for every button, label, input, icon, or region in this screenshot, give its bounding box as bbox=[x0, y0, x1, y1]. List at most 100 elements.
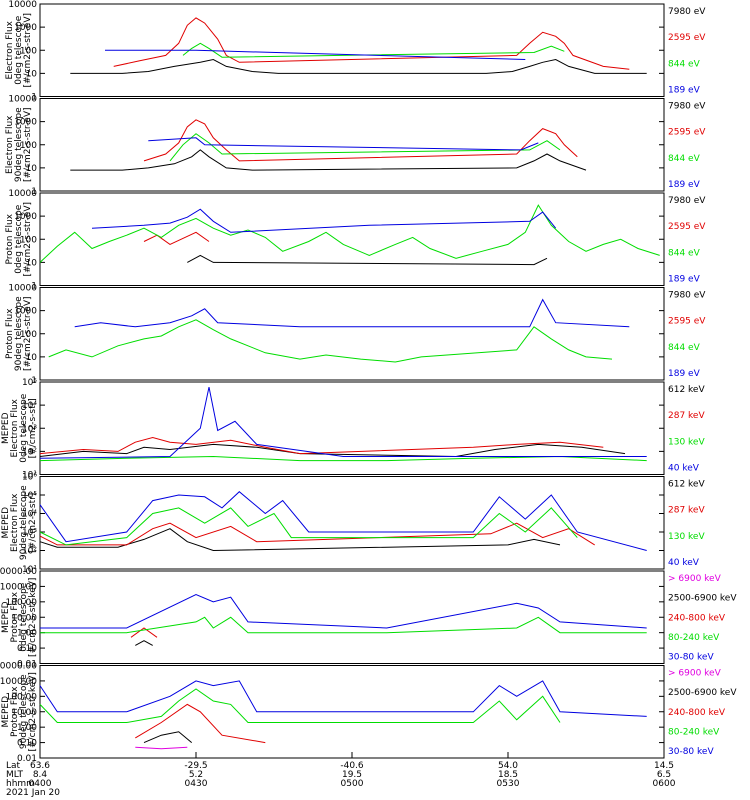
legend-entry: > 6900 keV bbox=[668, 669, 722, 679]
series-30-80-kev bbox=[40, 593, 647, 629]
legend-entry: 2500-6900 keV bbox=[668, 688, 737, 698]
legend-entry: 612 keV bbox=[668, 385, 705, 395]
series-2500-6900-kev bbox=[143, 731, 193, 744]
y-tick-label: 10⁵ bbox=[22, 378, 37, 388]
y-tick-label: 1.00 bbox=[17, 723, 37, 733]
footer-value: 14.5 bbox=[654, 761, 674, 771]
y-tick-label: 10 bbox=[26, 164, 38, 174]
y-tick-label: 10.00 bbox=[11, 613, 37, 623]
panel-4: 1 10 100 1000 10000 Proton Flux 90deg telescop… bbox=[5, 284, 706, 387]
footer-value: -40.6 bbox=[340, 761, 364, 771]
series-7980-ev bbox=[70, 149, 587, 171]
y-axis-title-line: Electron Flux bbox=[10, 493, 20, 552]
y-tick-label: 1 bbox=[31, 282, 37, 292]
y-axis-title-line: [#/cm2-s-str] bbox=[28, 493, 38, 553]
y-axis-title-line: Proton Flux bbox=[5, 308, 15, 359]
panel-frame bbox=[39, 476, 665, 570]
legend-entry: 80-240 keV bbox=[668, 633, 720, 643]
panel-2: 1 10 100 1000 10000 Electron Flux 90deg telesc… bbox=[5, 95, 706, 198]
legend-entry: 130 keV bbox=[668, 532, 705, 542]
footer-value: 54.0 bbox=[498, 761, 518, 771]
footer-value: -29.5 bbox=[184, 761, 207, 771]
y-axis-title-line: MEPED bbox=[1, 507, 11, 539]
y-tick-label: 10² bbox=[22, 447, 37, 457]
legend-entry: 844 eV bbox=[668, 248, 701, 258]
series-844-ev bbox=[182, 42, 565, 58]
y-tick-label: 1 bbox=[31, 93, 37, 103]
series-2595-ev bbox=[143, 119, 578, 162]
y-tick-label: 100.00 bbox=[6, 692, 38, 702]
panel-3: 1 10 100 1000 10000 Proton Flux 0deg telescope… bbox=[5, 189, 706, 292]
series-189-ev bbox=[105, 49, 526, 60]
y-axis-title-line: 0deg telescope bbox=[14, 204, 24, 274]
panel-1: 1 10 100 1000 10000 Electron Flux 0deg telesco… bbox=[5, 0, 706, 103]
legend-entry: 2500-6900 keV bbox=[668, 594, 737, 604]
series-2595-ev bbox=[113, 17, 630, 70]
y-tick-label: 10000 bbox=[8, 95, 37, 105]
footer-axis-labels: Lat 63.6 -29.5 -40.6 54.0 14.5 MLT 8.4 5.2 19.5 18… bbox=[6, 752, 676, 798]
y-axis-title-line: [#/cm2-s-str-eV] bbox=[23, 202, 33, 277]
legend-entry: 287 keV bbox=[668, 506, 705, 516]
y-tick-label: 10 bbox=[26, 258, 38, 268]
y-tick-label: 10000 bbox=[8, 284, 37, 294]
y-axis-title-line: 90deg telescope bbox=[14, 107, 24, 182]
series-80-240-kev bbox=[39, 688, 561, 723]
legend-entry: 2595 eV bbox=[668, 33, 706, 43]
y-tick-label: 10.00 bbox=[11, 708, 37, 718]
y-tick-label: 100 bbox=[20, 235, 37, 245]
legend-entry: 844 eV bbox=[668, 59, 701, 69]
series-7980-ev bbox=[187, 254, 548, 266]
series-40-kev bbox=[39, 491, 647, 551]
y-axis-title-line: MEPED bbox=[1, 696, 11, 728]
y-tick-label: 100 bbox=[20, 46, 37, 56]
y-axis-title-line: Proton Flux bbox=[10, 686, 20, 737]
panel-frame bbox=[39, 192, 665, 286]
y-tick-label: 10² bbox=[22, 547, 37, 557]
y-tick-label: 100 bbox=[20, 330, 37, 340]
series-2595-ev bbox=[143, 231, 210, 245]
y-tick-label: 10 bbox=[26, 353, 38, 363]
legend-entry: 189 eV bbox=[668, 180, 701, 190]
panel-frame bbox=[39, 570, 665, 664]
y-tick-label: 10000.00 bbox=[0, 662, 37, 672]
y-tick-label: 1000 bbox=[14, 212, 37, 222]
legend-entry: > 6900 keV bbox=[668, 574, 722, 584]
y-tick-label: 10⁶ bbox=[22, 473, 37, 483]
legend-entry: 287 keV bbox=[668, 411, 705, 421]
series-612-kev bbox=[39, 528, 561, 552]
legend-entry: 189 eV bbox=[668, 86, 701, 96]
y-tick-label: 0.10 bbox=[17, 739, 37, 749]
legend-entry: 240-800 keV bbox=[668, 613, 726, 623]
series-30-80-kev bbox=[39, 680, 647, 717]
legend-entry: 40 keV bbox=[668, 464, 700, 474]
y-tick-label: 1.00 bbox=[17, 629, 37, 639]
footer-value: 6.5 bbox=[657, 770, 671, 780]
y-axis-title-line: [#/cm2-s-str] bbox=[28, 398, 38, 458]
y-tick-label: 1000 bbox=[14, 118, 37, 128]
legend-entry: 2595 eV bbox=[668, 317, 706, 327]
y-axis-title-line: 90deg telescope bbox=[19, 485, 29, 560]
y-tick-label: 10 bbox=[26, 69, 38, 79]
y-axis-title-line: 0deg telescope bbox=[19, 393, 29, 463]
legend-entry: 30-80 keV bbox=[668, 653, 714, 663]
series-189-ev bbox=[74, 298, 630, 328]
panel-7: 0.01 0.10 1.00 10.00 100.00 1000.00 10000.00 ME… bbox=[0, 567, 737, 670]
series-844-ev bbox=[39, 204, 660, 263]
series--6900-kev bbox=[135, 746, 188, 750]
y-axis-title-line: 90deg telescope bbox=[19, 674, 29, 749]
y-tick-label: 10³ bbox=[22, 528, 37, 538]
y-axis-title-line: Electron Flux bbox=[10, 398, 20, 457]
footer-value: 63.6 bbox=[30, 761, 50, 771]
legend-entry: 612 keV bbox=[668, 480, 705, 490]
series-80-240-kev bbox=[40, 616, 647, 634]
y-axis-title-line: Proton Flux bbox=[5, 213, 15, 264]
panel-8: 0.01 0.10 1.00 10.00 100.00 1000.00 10000.00 ME… bbox=[0, 662, 737, 765]
series-287-kev bbox=[39, 522, 595, 546]
footer-value: 5.2 bbox=[189, 770, 203, 780]
footer-row-label: Lat bbox=[6, 761, 21, 771]
series-844-ev bbox=[169, 133, 561, 162]
y-axis-title-line: 0deg telescope bbox=[14, 15, 24, 85]
legend-entry: 240-800 keV bbox=[668, 708, 726, 718]
